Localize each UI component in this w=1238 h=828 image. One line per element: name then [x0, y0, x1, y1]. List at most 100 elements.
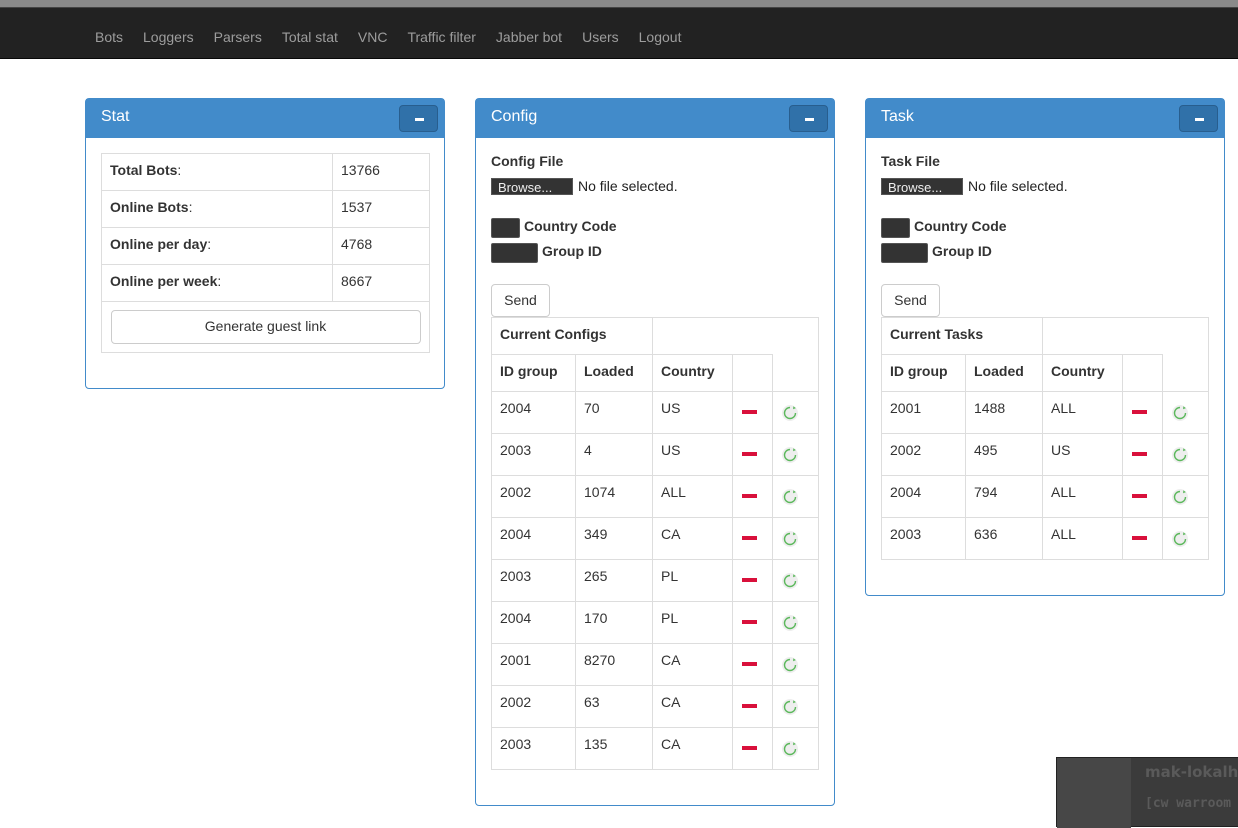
delete-icon[interactable] [742, 536, 757, 540]
nav-parsers[interactable]: Parsers [213, 29, 262, 45]
top-navbar: Bots Loggers Parsers Total stat VNC Traf… [0, 8, 1238, 59]
reload-cell[interactable] [772, 727, 819, 770]
task-no-file-text: No file selected. [968, 178, 1068, 194]
config-country-code-input[interactable] [491, 218, 520, 238]
configs-header-row: ID group Loaded Country [491, 354, 819, 392]
reload-icon [1172, 489, 1188, 505]
delete-icon[interactable] [742, 494, 757, 498]
task-panel-heading: Task [866, 99, 1224, 138]
delete-cell [1122, 433, 1163, 476]
window-top-strip [0, 0, 1238, 8]
chat-notification-popup[interactable]: mak-lokalh [cw warroom [1056, 757, 1238, 828]
reload-cell[interactable] [772, 391, 819, 434]
col-reload [772, 354, 819, 392]
nav-menu: Bots Loggers Parsers Total stat VNC Traf… [80, 8, 691, 59]
config-send-button[interactable]: Send [491, 284, 550, 317]
reload-cell[interactable] [772, 433, 819, 476]
col-loaded: Loaded [965, 354, 1043, 392]
cell-country: ALL [1042, 391, 1123, 434]
delete-icon[interactable] [742, 746, 757, 750]
minus-icon [805, 118, 814, 121]
cell-country: PL [652, 559, 733, 602]
configs-table: Current Configs ID group Loaded Country … [491, 317, 819, 770]
cell-id-group: 2001 [491, 643, 576, 686]
nav-loggers[interactable]: Loggers [143, 29, 194, 45]
task-collapse-button[interactable] [1179, 105, 1218, 132]
delete-cell [732, 727, 773, 770]
cell-id-group: 2002 [491, 685, 576, 728]
nav-users[interactable]: Users [582, 29, 619, 45]
delete-icon[interactable] [742, 704, 757, 708]
reload-cell[interactable] [772, 601, 819, 644]
cell-country: US [652, 391, 733, 434]
delete-cell [732, 391, 773, 434]
cell-id-group: 2003 [491, 727, 576, 770]
nav-total-stat[interactable]: Total stat [281, 29, 338, 45]
delete-icon[interactable] [1132, 452, 1147, 456]
stat-panel: Stat Total Bots: 13766 Online Bots: 1537… [85, 98, 445, 389]
col-reload [1162, 354, 1209, 392]
delete-icon[interactable] [742, 410, 757, 414]
col-country: Country [1042, 354, 1123, 392]
config-browse-button[interactable]: Browse... [491, 178, 573, 195]
stat-label: Online per day [110, 236, 208, 252]
chat-popup-subtitle: [cw warroom [1145, 796, 1232, 811]
delete-icon[interactable] [742, 620, 757, 624]
task-browse-button[interactable]: Browse... [881, 178, 963, 195]
stat-label: Online per week [110, 273, 218, 289]
reload-cell[interactable] [772, 517, 819, 560]
delete-icon[interactable] [1132, 410, 1147, 414]
config-group-id-input[interactable] [491, 243, 538, 263]
delete-icon[interactable] [742, 578, 757, 582]
task-group-id-input[interactable] [881, 243, 928, 263]
table-row: 2002 1074 ALL [491, 475, 819, 518]
reload-cell[interactable] [772, 685, 819, 728]
table-row: 2004 794 ALL [881, 475, 1209, 518]
delete-icon[interactable] [1132, 536, 1147, 540]
cell-loaded: 8270 [575, 643, 653, 686]
cell-country: ALL [1042, 517, 1123, 560]
stat-label: Online Bots [110, 199, 189, 215]
delete-cell [1122, 517, 1163, 560]
task-panel-title: Task [881, 108, 914, 125]
cell-id-group: 2004 [491, 391, 576, 434]
stat-label-cell: Online Bots: [101, 190, 333, 228]
table-row: 2004 349 CA [491, 517, 819, 560]
nav-bots[interactable]: Bots [95, 29, 124, 45]
stat-label-cell: Online per week: [101, 264, 333, 302]
task-send-button[interactable]: Send [881, 284, 940, 317]
stat-label: Total Bots [110, 162, 178, 178]
reload-cell[interactable] [772, 643, 819, 686]
reload-cell[interactable] [1162, 475, 1209, 518]
reload-cell[interactable] [1162, 517, 1209, 560]
delete-icon[interactable] [742, 662, 757, 666]
cell-id-group: 2002 [491, 475, 576, 518]
cell-country: US [1042, 433, 1123, 476]
reload-cell[interactable] [772, 475, 819, 518]
reload-cell[interactable] [1162, 433, 1209, 476]
cell-id-group: 2001 [881, 391, 966, 434]
table-row: 2003 135 CA [491, 727, 819, 770]
generate-guest-link-button[interactable]: Generate guest link [110, 310, 421, 344]
minus-icon [415, 118, 424, 121]
reload-cell[interactable] [1162, 391, 1209, 434]
cell-country: CA [652, 643, 733, 686]
stat-row: Online per week: 8667 [101, 264, 430, 302]
chat-avatar [1057, 758, 1131, 828]
reload-icon [782, 405, 798, 421]
cell-id-group: 2002 [881, 433, 966, 476]
config-collapse-button[interactable] [789, 105, 828, 132]
nav-traffic-filter[interactable]: Traffic filter [407, 29, 476, 45]
cell-country: CA [652, 517, 733, 560]
nav-jabber-bot[interactable]: Jabber bot [495, 29, 563, 45]
delete-cell [732, 559, 773, 602]
nav-vnc[interactable]: VNC [357, 29, 388, 45]
delete-icon[interactable] [1132, 494, 1147, 498]
cell-loaded: 63 [575, 685, 653, 728]
stat-collapse-button[interactable] [399, 105, 438, 132]
delete-icon[interactable] [742, 452, 757, 456]
reload-cell[interactable] [772, 559, 819, 602]
nav-logout[interactable]: Logout [638, 29, 682, 45]
reload-icon [782, 573, 798, 589]
task-country-code-input[interactable] [881, 218, 910, 238]
